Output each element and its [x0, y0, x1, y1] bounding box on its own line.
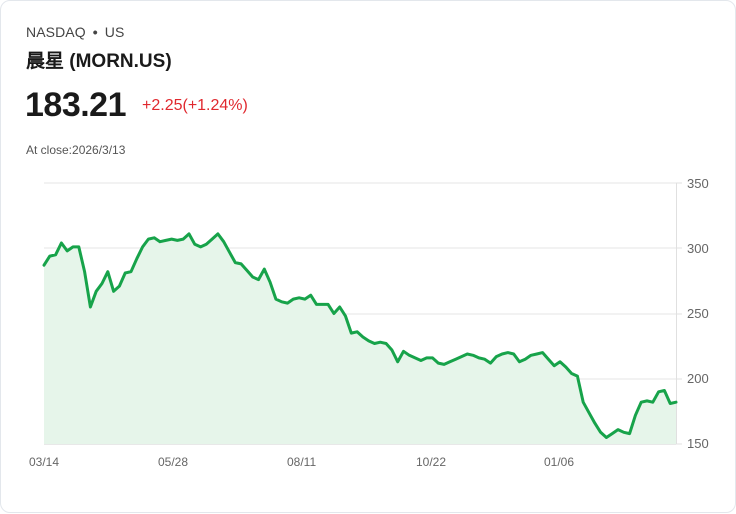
y-tick-250: 250	[687, 306, 709, 321]
x-tick-0528: 05/28	[158, 455, 188, 469]
current-price: 183.21	[25, 86, 127, 124]
x-tick-0106: 01/06	[544, 455, 574, 469]
price-area-fill	[44, 233, 676, 444]
exchange-line: NASDAQ • US	[26, 24, 124, 40]
x-tick-0811: 08/11	[287, 455, 316, 469]
y-tick-300: 300	[687, 241, 709, 256]
market-name: US	[104, 24, 125, 40]
price-line	[42, 232, 678, 439]
y-tick-200: 200	[687, 371, 709, 386]
stock-title: 晨星 (MORN.US)	[26, 51, 172, 72]
x-axis: 03/14 05/28 08/11 10/22 01/06	[29, 455, 574, 469]
y-tick-350: 350	[687, 176, 709, 191]
y-tick-150: 150	[687, 436, 709, 451]
close-timestamp: At close:2026/3/13	[26, 143, 126, 157]
x-tick-1022: 10/22	[416, 455, 446, 469]
x-tick-0314: 03/14	[29, 455, 59, 469]
separator-dot: •	[92, 24, 98, 40]
exchange-name: NASDAQ	[26, 24, 86, 40]
price-change: +2.25(+1.24%)	[142, 97, 248, 114]
y-axis: 350 300 250 200 150	[687, 176, 709, 451]
